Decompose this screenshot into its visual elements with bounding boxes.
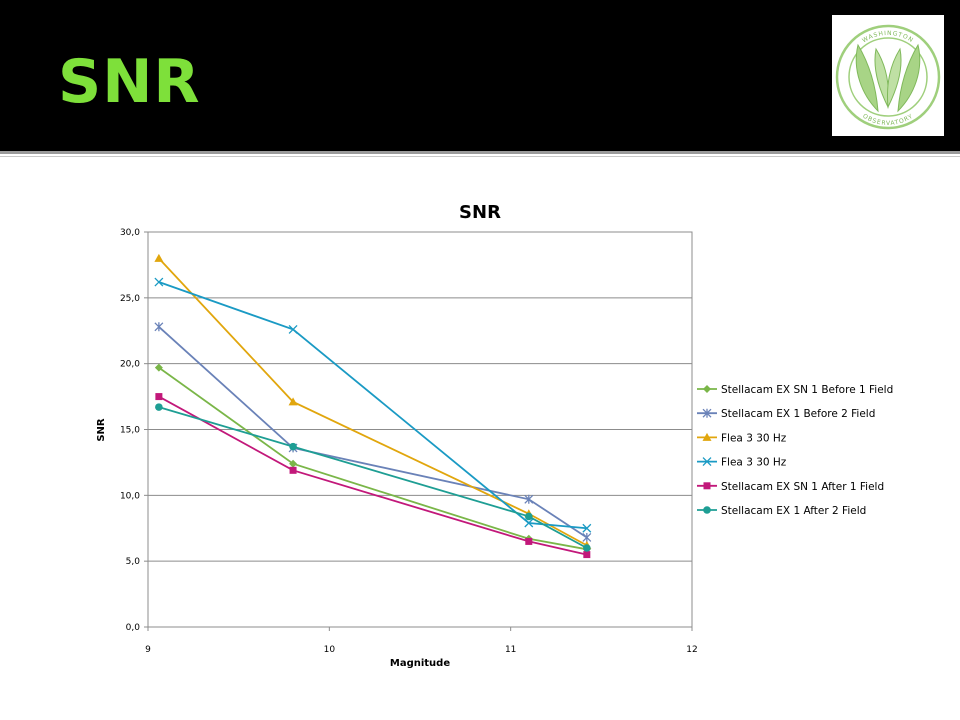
series-1 — [154, 363, 591, 554]
chart-title: SNR — [459, 202, 501, 223]
data-point — [289, 459, 298, 468]
gridlines — [148, 231, 692, 628]
y-tick-label: 15,0 — [120, 426, 140, 436]
data-point — [582, 532, 592, 542]
legend-label: Flea 3 30 Hz — [721, 432, 787, 444]
y-tick-label: 25,0 — [120, 294, 140, 304]
series-6 — [155, 403, 591, 552]
series-2 — [154, 322, 592, 542]
data-point — [583, 551, 591, 559]
legend-item: Stellacam EX SN 1 After 1 Field — [697, 481, 884, 493]
y-tick-label: 20,0 — [120, 360, 140, 370]
series-line — [158, 366, 587, 551]
y-tick-label: 30,0 — [120, 228, 140, 238]
axes: 0,0 5,0 10,0 15,0 20,0 25,0 30,0 9 10 11 12 — [120, 228, 698, 655]
legend-marker — [702, 432, 712, 441]
legend-marker — [703, 385, 711, 393]
y-axis-label: SNR — [96, 418, 107, 442]
series-4 — [154, 277, 592, 533]
legend-item: Flea 3 30 Hz — [697, 432, 787, 444]
series-5 — [155, 393, 591, 559]
w-leaf-emblem-icon: WASHINGTON OBSERVATORY — [835, 24, 941, 130]
data-point — [289, 442, 297, 451]
data-point — [524, 494, 534, 504]
data-point — [288, 397, 298, 406]
data-point — [154, 322, 164, 332]
data-point — [525, 537, 533, 545]
data-point — [524, 518, 534, 528]
legend-label: Stellacam EX SN 1 Before 1 Field — [721, 384, 893, 396]
title-banner — [0, 0, 960, 151]
legend-marker — [703, 482, 711, 490]
legend-item: Stellacam EX 1 After 2 Field — [697, 505, 866, 517]
x-tick-label: 10 — [324, 645, 336, 655]
data-point — [288, 324, 298, 334]
logo: WASHINGTON OBSERVATORY — [832, 15, 944, 136]
y-tick-label: 5,0 — [126, 557, 141, 567]
legend-label: Stellacam EX 1 Before 2 Field — [721, 408, 875, 420]
data-point — [154, 363, 163, 372]
series-line — [158, 395, 588, 556]
legend-label: Flea 3 30 Hz — [721, 457, 787, 469]
data-point — [583, 544, 591, 552]
legend-marker — [702, 457, 712, 467]
banner-divider-thin — [0, 156, 960, 157]
data-point — [155, 393, 163, 401]
legend-marker — [703, 506, 711, 514]
series-line — [158, 326, 588, 539]
legend-item: Stellacam EX SN 1 Before 1 Field — [697, 384, 893, 396]
data-point — [289, 466, 297, 474]
x-tick-label: 12 — [686, 645, 697, 655]
series — [154, 253, 592, 559]
data-point — [155, 403, 163, 411]
series-line — [158, 406, 588, 549]
data-point — [154, 277, 164, 287]
x-tick-label: 11 — [505, 645, 516, 655]
series-line — [158, 257, 588, 547]
legend-label: Stellacam EX SN 1 After 1 Field — [721, 481, 884, 493]
legend-item: Flea 3 30 Hz — [697, 457, 787, 469]
data-point — [582, 523, 592, 533]
legend-item: Stellacam EX 1 Before 2 Field — [697, 408, 875, 420]
legend-label: Stellacam EX 1 After 2 Field — [721, 505, 866, 517]
banner-divider — [0, 151, 960, 154]
y-tick-label: 10,0 — [120, 491, 140, 501]
series-line — [158, 281, 587, 530]
x-tick-label: 9 — [145, 645, 151, 655]
legend-marker — [702, 408, 712, 418]
data-point — [525, 512, 533, 521]
x-axis-label: Magnitude — [390, 658, 450, 669]
data-point — [154, 253, 164, 262]
legend: Stellacam EX SN 1 Before 1 Field Stellaca… — [697, 384, 893, 517]
y-tick-label: 0,0 — [126, 623, 141, 633]
slide-title: SNR — [58, 47, 201, 117]
